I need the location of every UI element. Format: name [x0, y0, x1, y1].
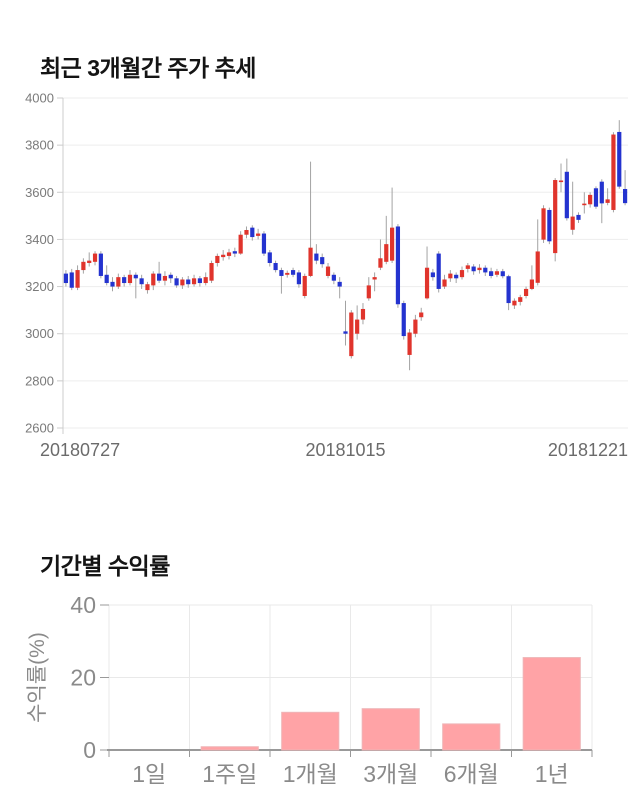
svg-text:3400: 3400: [25, 232, 54, 247]
svg-text:20181015: 20181015: [305, 440, 385, 460]
svg-text:1년: 1년: [535, 761, 569, 787]
svg-text:1개월: 1개월: [283, 761, 338, 787]
svg-text:1일: 1일: [132, 761, 166, 787]
svg-text:20180727: 20180727: [40, 440, 120, 460]
svg-text:3200: 3200: [25, 279, 54, 294]
svg-text:2600: 2600: [25, 421, 54, 436]
svg-text:3개월: 3개월: [363, 761, 418, 787]
svg-text:수익률(%): 수익률(%): [26, 632, 49, 723]
svg-text:1주일: 1주일: [202, 761, 257, 787]
svg-text:40: 40: [70, 592, 96, 618]
period-returns-bar-chart: 40 20 0 1일 1주일 1개월 3개월 6개월 1년 수익률(%): [26, 592, 593, 787]
svg-text:3600: 3600: [25, 185, 54, 200]
price-chart-title: 최근 3개월간 주가 추세: [40, 55, 256, 82]
svg-text:4000: 4000: [25, 91, 54, 106]
returns-chart-title: 기간별 수익률: [40, 553, 170, 580]
svg-text:20: 20: [70, 665, 96, 691]
svg-text:0: 0: [83, 737, 96, 763]
svg-text:3800: 3800: [25, 138, 54, 153]
svg-text:2800: 2800: [25, 373, 54, 388]
svg-text:6개월: 6개월: [444, 761, 499, 787]
price-candlestick-chart: 4000 3800 3600 3400 3200 3000 2800 2600 20180727…: [25, 91, 628, 460]
svg-text:20181221: 20181221: [548, 440, 628, 460]
svg-text:3000: 3000: [25, 326, 54, 341]
